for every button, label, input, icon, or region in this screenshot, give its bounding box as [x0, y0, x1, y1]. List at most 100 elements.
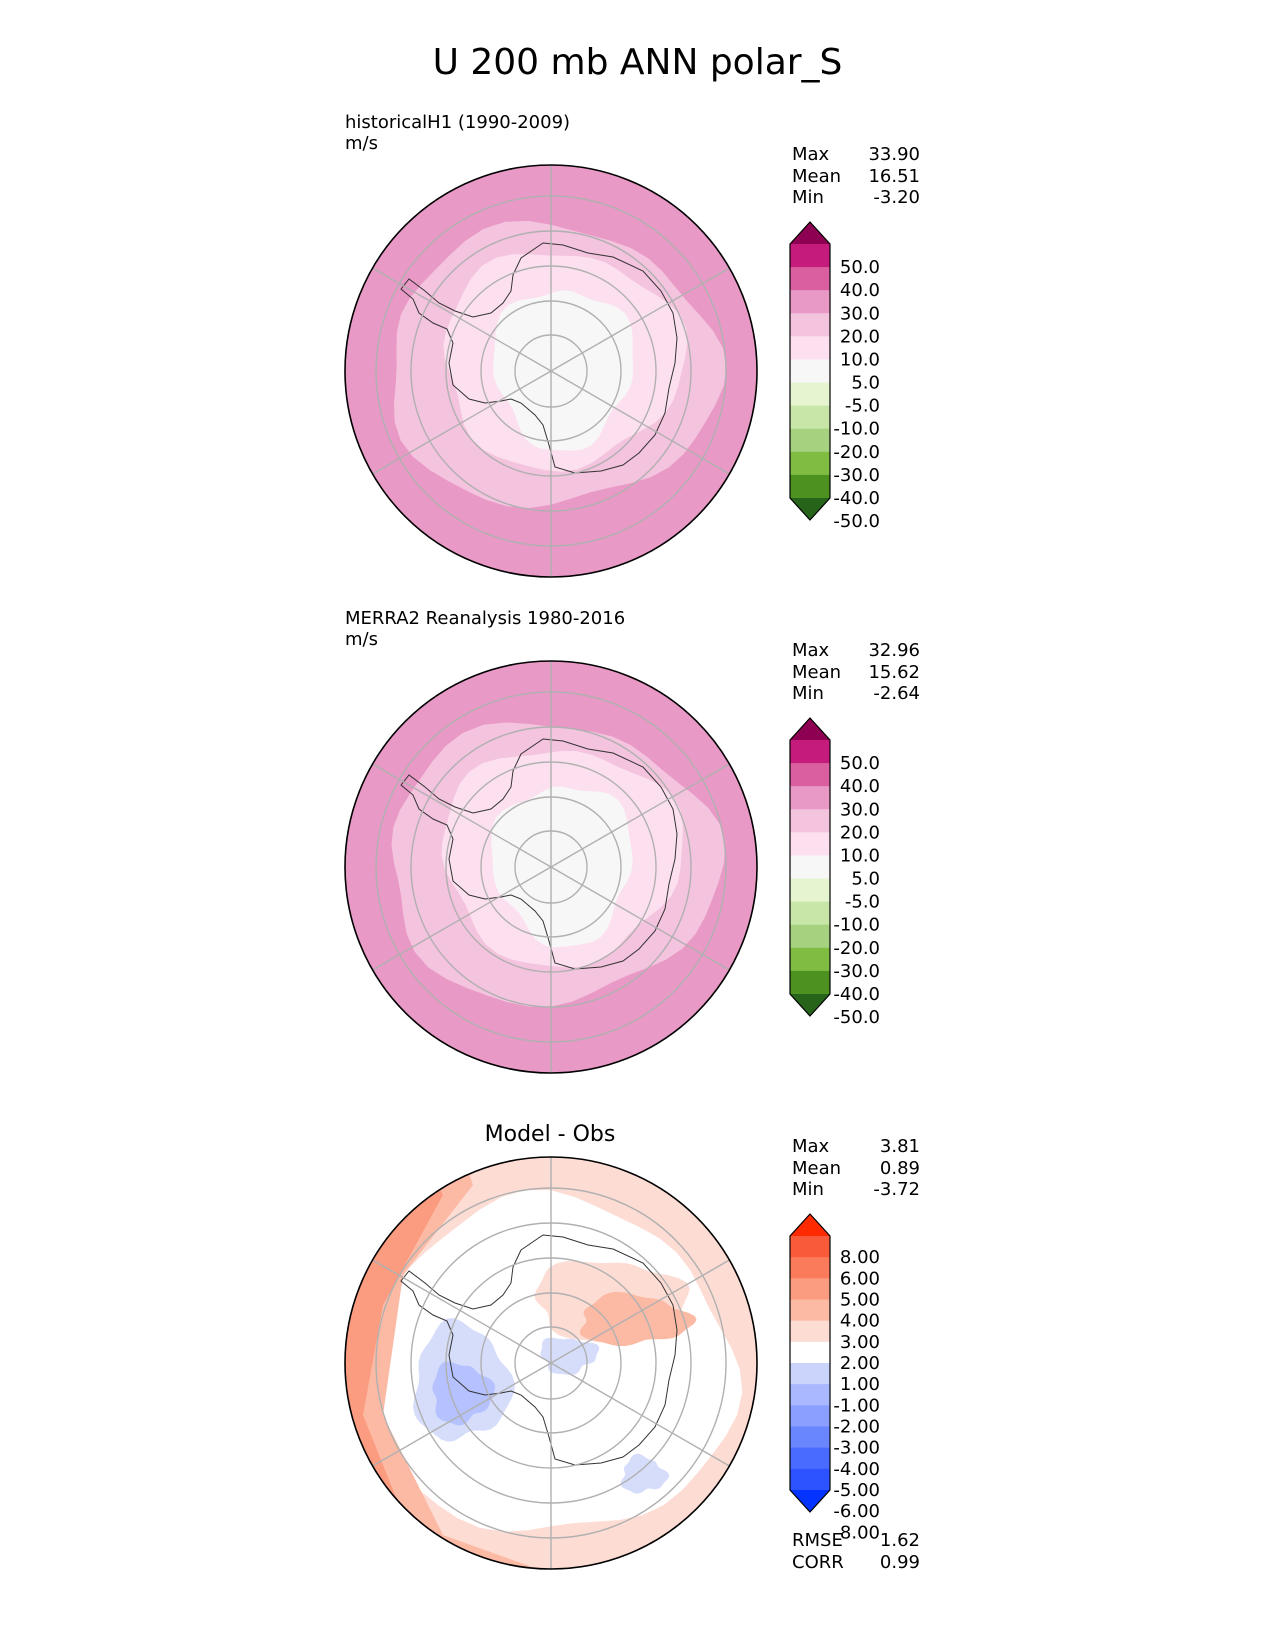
colorbar-tick-label: 10.0: [840, 845, 880, 866]
colorbar-tick-label: 50.0: [840, 753, 880, 774]
colorbar-extend-max: [790, 1214, 830, 1236]
colorbar-tick-label: 2.00: [840, 1353, 880, 1374]
stats-block-ref: Max 32.96 Mean 15.62 Min -2.64: [792, 640, 920, 705]
main-title: U 200 mb ANN polar_S: [432, 42, 843, 83]
colorbar-tick-label: -4.00: [833, 1459, 880, 1480]
colorbar-tick-label: -10.0: [833, 419, 880, 440]
colorbar-segment: [790, 405, 830, 430]
panel-title-line1: historicalH1 (1990-2009): [345, 112, 571, 133]
colorbar-tick-label: -5.0: [845, 892, 880, 913]
colorbar-segment: [790, 924, 830, 949]
colorbar-tick-label: 30.0: [840, 799, 880, 820]
colorbar-segment: [790, 1447, 830, 1470]
stat-min: Min -3.20: [792, 187, 920, 208]
colorbar-tick-label: 40.0: [840, 280, 880, 301]
extra-stats-diff: RMSE 1.62 CORR 0.99: [792, 1530, 920, 1573]
panel-units: m/s: [345, 133, 378, 154]
colorbar-tick-label: -40.0: [833, 488, 880, 509]
colorbar-extend-min: [790, 994, 830, 1016]
colorbar-tick-label: 1.00: [840, 1374, 880, 1395]
colorbar-segment: [790, 832, 830, 856]
colorbar-tick-label: 5.0: [851, 869, 880, 890]
stat-mean: Mean 0.89: [792, 1157, 920, 1179]
colorbar-tick-label: 8.00: [840, 1247, 880, 1268]
colorbar-tick-label: -8.00: [833, 1522, 880, 1543]
colorbar-segment: [790, 1320, 830, 1343]
colorbar-tick-label: -5.0: [845, 396, 880, 417]
colorbar-tick-label: 6.00: [840, 1268, 880, 1289]
stat-max: Max 32.96: [792, 640, 920, 661]
diff-negative-small: [620, 1453, 670, 1494]
stat-mean: Mean 16.51: [792, 165, 920, 187]
colorbar-segment: [790, 786, 830, 810]
stat-max: Max 33.90: [792, 144, 920, 165]
diff-positive-core: [579, 1291, 697, 1346]
colorbar-segment: [790, 1384, 830, 1406]
diff-negative-core: [432, 1361, 496, 1426]
colorbar-extend-min: [790, 1490, 830, 1512]
colorbar-segment: [790, 313, 830, 337]
stat-max: Max 3.81: [792, 1136, 920, 1157]
graticule: [372, 165, 730, 577]
graticule: [372, 661, 730, 1073]
colorbar-tick-label: 4.00: [840, 1311, 880, 1332]
polar-map-ref: [344, 660, 758, 1074]
map-boundary: [344, 660, 758, 1074]
band-neg5-5: [493, 290, 633, 451]
colorbar-extend-max: [790, 222, 830, 244]
colorbar-segment: [790, 1257, 830, 1279]
colorbar-segment: [790, 428, 830, 453]
colorbar-tick-label: 30.0: [840, 303, 880, 324]
stat-corr: CORR 0.99: [792, 1551, 920, 1573]
colorbar-tick-label: -1.00: [833, 1395, 880, 1416]
colorbar-segment: [790, 1363, 830, 1385]
colorbar-segment: [790, 1468, 830, 1491]
map-boundary: [344, 164, 758, 578]
colorbar-test: 50.040.030.020.010.0 5.0-5.0-10.0-20.0-30…: [789, 221, 880, 532]
colorbar-ref: 50.040.030.020.010.0 5.0-5.0-10.0-20.0-30…: [789, 717, 880, 1028]
diff-title: Model - Obs: [484, 1122, 616, 1147]
map-boundary: [344, 1156, 758, 1570]
antarctica-coastline: [400, 242, 678, 474]
colorbar-tick-label: 40.0: [840, 776, 880, 797]
stat-min: Min -3.72: [792, 1179, 920, 1200]
antarctica-coastline: [400, 738, 678, 970]
colorbar-segment: [790, 901, 830, 926]
colorbar-segment: [790, 359, 830, 384]
stats-block-diff: Max 3.81 Mean 0.89 Min -3.72: [792, 1136, 920, 1201]
colorbar-tick-label: -2.00: [833, 1417, 880, 1438]
colorbar-segment: [790, 970, 830, 995]
colorbar-tick-label: 5.0: [851, 373, 880, 394]
stats-block-test: Max 33.90 Mean 16.51 Min -3.20: [792, 144, 920, 209]
colorbar-tick-label: 10.0: [840, 349, 880, 370]
colorbar-extend-min: [790, 498, 830, 520]
colorbar-segment: [790, 244, 830, 268]
colorbar-tick-label: 20.0: [840, 822, 880, 843]
colorbar-segment: [790, 1236, 830, 1258]
colorbar-segment: [790, 474, 830, 499]
colorbar-segment: [790, 1426, 830, 1449]
stat-min: Min -2.64: [792, 683, 920, 704]
colorbar-tick-label: -20.0: [833, 442, 880, 463]
colorbar-tick-label: -10.0: [833, 915, 880, 936]
colorbar-tick-label: -3.00: [833, 1438, 880, 1459]
panel-title-line1: MERRA2 Reanalysis 1980-2016: [345, 608, 626, 629]
colorbar-tick-label: -30.0: [833, 961, 880, 982]
colorbar-segment: [790, 382, 830, 407]
colorbar-diff: 8.006.005.004.003.002.001.00-1.00-2.00-3…: [789, 1213, 880, 1543]
colorbar-tick-label: 20.0: [840, 326, 880, 347]
stat-mean: Mean 15.62: [792, 661, 920, 683]
colorbar-segment: [790, 1278, 830, 1300]
colorbar-segment: [790, 809, 830, 833]
colorbar-segment: [790, 1299, 830, 1322]
colorbar-segment: [790, 336, 830, 360]
polar-map-test: [344, 164, 758, 578]
graticule: [372, 1157, 730, 1569]
colorbar-segment: [790, 451, 830, 476]
panel-units: m/s: [345, 629, 378, 650]
polar-map-diff: [344, 1156, 758, 1570]
antarctica-coastline: [400, 1234, 678, 1466]
colorbar-tick-label: 5.00: [840, 1290, 880, 1311]
colorbar-tick-label: -20.0: [833, 938, 880, 959]
colorbar-segment: [790, 740, 830, 764]
